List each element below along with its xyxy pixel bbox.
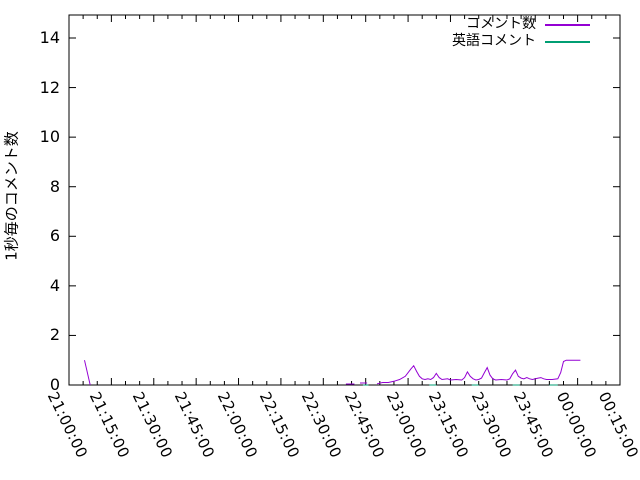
plot-border	[68, 14, 621, 386]
series-line-0	[376, 359, 581, 385]
y-tick-label-14: 14	[39, 28, 60, 47]
legend-item-comment-count: コメント数	[452, 16, 590, 33]
y-tick-label-6: 6	[49, 226, 60, 246]
y-tick-label-12: 12	[39, 77, 60, 97]
y-tick-label-0: 0	[49, 375, 60, 394]
legend: コメント数 英語コメント	[452, 16, 590, 50]
legend-line-sample-comment-count	[545, 23, 590, 26]
legend-label-comment-count: コメント数	[466, 16, 536, 32]
series-line-0	[84, 360, 91, 386]
legend-line-sample-english-comment	[545, 40, 590, 43]
y-tick-label-4: 4	[49, 275, 60, 295]
y-tick-label-8: 8	[49, 176, 60, 196]
legend-item-english-comment: 英語コメント	[452, 33, 590, 50]
y-tick-label-10: 10	[39, 127, 60, 147]
y-tick-label-2: 2	[49, 325, 60, 345]
legend-label-english-comment: 英語コメント	[452, 33, 536, 49]
